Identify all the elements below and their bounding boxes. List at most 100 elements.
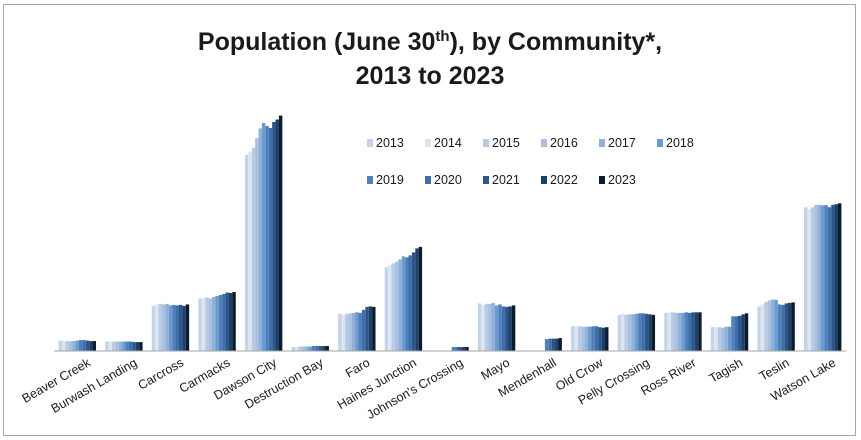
bar <box>322 346 326 351</box>
bar <box>348 313 352 351</box>
bar <box>68 341 73 351</box>
bar <box>634 313 639 351</box>
bar <box>674 312 678 351</box>
bar <box>341 314 345 351</box>
bar <box>584 326 589 351</box>
bar <box>244 154 249 351</box>
bar <box>351 312 356 351</box>
bar <box>741 314 745 351</box>
bar <box>175 305 179 351</box>
x-tick-label: Destruction Bay <box>242 355 326 412</box>
legend-swatch <box>425 139 431 147</box>
legend-label: 2019 <box>376 173 404 187</box>
bar <box>651 314 656 351</box>
bar <box>161 304 166 351</box>
bar <box>411 252 416 351</box>
bar <box>601 327 606 351</box>
bar <box>398 259 402 351</box>
bar <box>721 327 725 351</box>
legend-swatch <box>657 139 663 147</box>
bar <box>125 341 129 351</box>
bar <box>305 346 309 351</box>
bar <box>128 341 133 351</box>
bar <box>638 313 642 351</box>
bar <box>294 347 299 351</box>
bar <box>757 306 761 351</box>
bar <box>581 326 585 351</box>
bar <box>338 313 342 351</box>
bar <box>605 327 609 351</box>
bar <box>298 346 302 351</box>
legend: 2013 2014 2015 2016 2017 2018 2019 2020 2021 2022… <box>367 136 694 187</box>
bar <box>344 313 349 351</box>
bar <box>598 327 602 351</box>
bar <box>365 306 369 351</box>
legend-swatch <box>599 176 605 184</box>
bar <box>182 305 186 351</box>
chart-title-line1: Population (June 30th), by Community*, <box>198 28 662 56</box>
bar <box>591 326 595 351</box>
chart-frame: Population (June 30th), by Community*, 2… <box>3 4 856 436</box>
bar <box>108 341 112 351</box>
chart-title-line2: 2013 to 2023 <box>356 62 505 90</box>
bar <box>481 304 485 351</box>
bar <box>111 341 116 351</box>
bar <box>627 314 632 351</box>
bar <box>664 312 668 351</box>
legend-label: 2013 <box>376 136 404 150</box>
bar <box>205 297 209 351</box>
bar <box>122 341 126 351</box>
bar <box>215 295 219 351</box>
bar <box>315 346 319 351</box>
bar <box>415 248 419 351</box>
bar <box>355 312 359 351</box>
bar <box>255 138 259 351</box>
bar <box>821 205 825 351</box>
bar <box>714 327 718 351</box>
bar <box>358 312 362 351</box>
bar <box>694 312 699 351</box>
bar <box>325 346 329 351</box>
bar <box>372 306 376 351</box>
legend-swatch <box>541 176 547 184</box>
bar <box>574 326 578 351</box>
bar <box>594 326 599 351</box>
legend-swatch <box>483 176 489 184</box>
bar <box>158 303 162 351</box>
legend-swatch <box>541 139 547 147</box>
bar <box>418 246 423 351</box>
bar <box>308 346 312 351</box>
bar <box>201 297 206 351</box>
bar <box>551 338 556 351</box>
bar <box>571 326 575 351</box>
bar <box>58 340 62 351</box>
legend-label: 2014 <box>434 136 462 150</box>
bar <box>405 257 409 351</box>
bar-marks <box>58 115 842 352</box>
bar <box>691 312 695 351</box>
bar <box>61 340 66 351</box>
x-tick-label: Burwash Landing <box>49 355 140 415</box>
bar <box>804 207 808 351</box>
bar <box>791 302 795 351</box>
bar <box>301 346 306 351</box>
bar <box>72 341 76 351</box>
bar <box>208 298 212 351</box>
bar <box>92 341 96 351</box>
bar <box>165 303 169 351</box>
bar <box>505 306 509 351</box>
bar <box>461 347 466 351</box>
legend-label: 2020 <box>434 173 462 187</box>
bar <box>498 304 502 351</box>
bar <box>684 312 689 351</box>
bar <box>85 340 90 351</box>
bar <box>368 306 373 351</box>
bar <box>644 313 649 351</box>
bar <box>89 341 93 351</box>
bar <box>228 293 233 351</box>
bar <box>631 314 635 351</box>
bar <box>508 306 512 351</box>
legend-swatch <box>367 139 373 147</box>
bar <box>391 263 395 351</box>
